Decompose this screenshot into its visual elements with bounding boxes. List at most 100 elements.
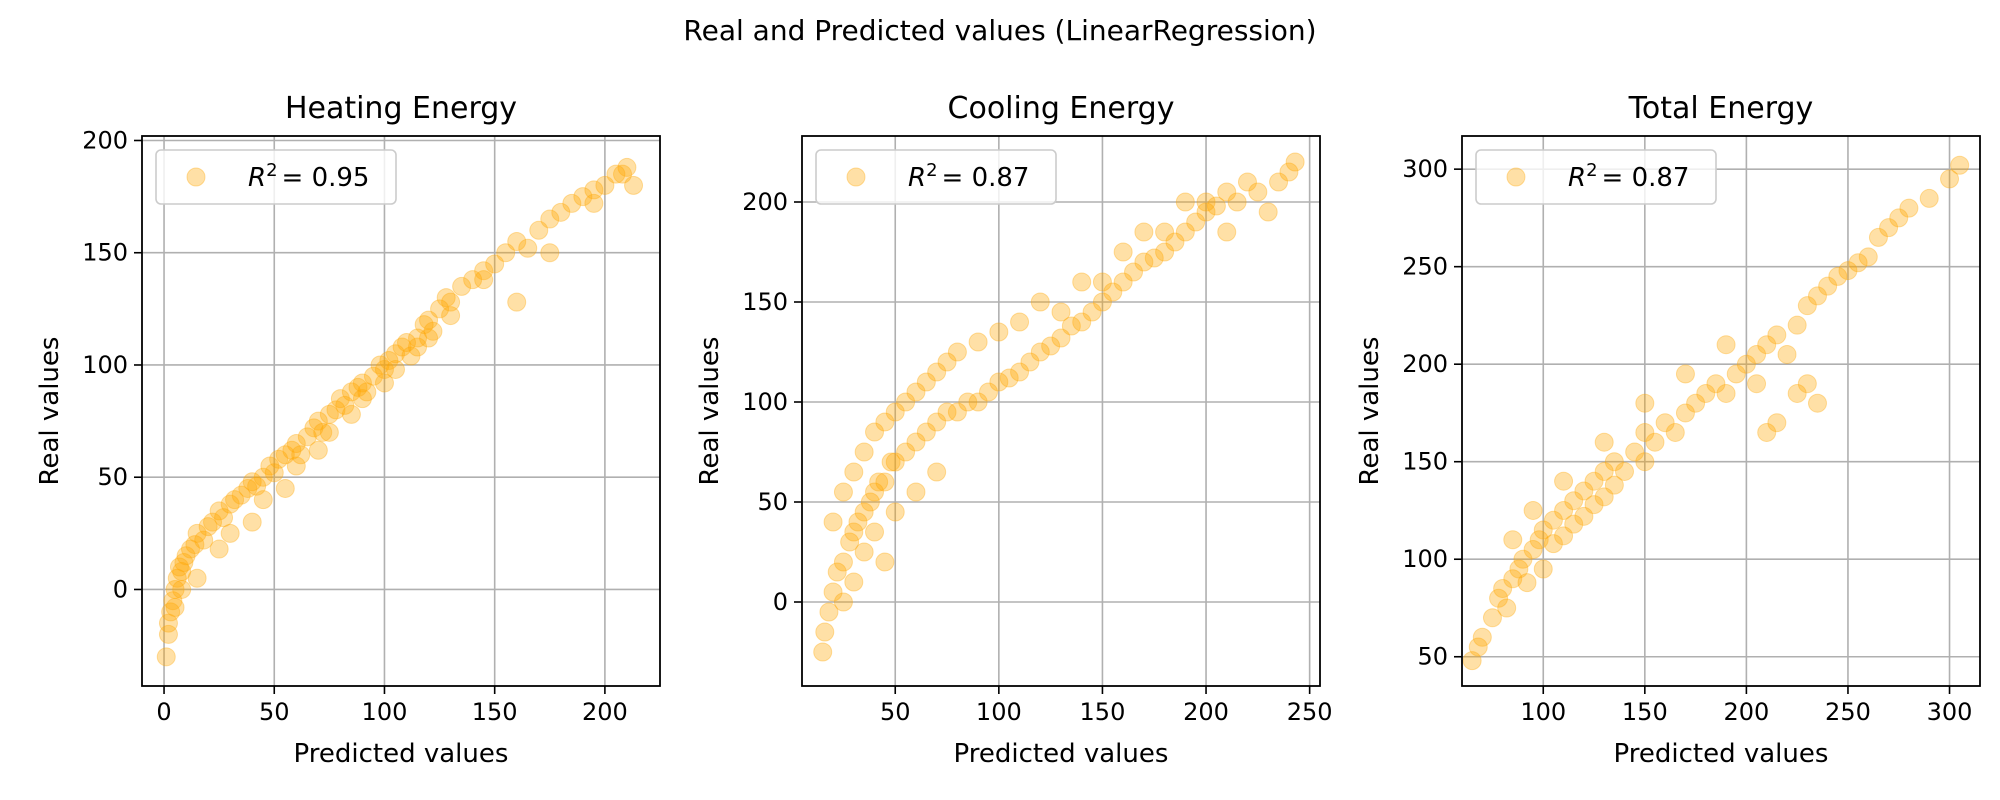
data-point [562,193,582,213]
data-point [1113,272,1133,292]
data-point [1092,272,1112,292]
data-point [1574,506,1594,526]
data-point [1574,481,1594,501]
data-point [1777,344,1797,364]
legend-label-superscript: 2 [926,160,937,181]
data-point [540,209,560,229]
data-point [896,392,916,412]
data-point [999,368,1019,388]
y-tick-label: 250 [1402,253,1448,281]
data-point [1706,374,1726,394]
data-point [1533,520,1553,540]
data-point [385,344,405,364]
data-point [844,522,864,542]
data-point [906,482,926,502]
data-point [1858,247,1878,267]
x-tick-label: 0 [156,698,171,726]
data-point [1584,495,1604,515]
data-point [1285,152,1305,172]
data-point [848,512,868,532]
data-point [231,485,251,505]
axes-frame [1461,135,1981,687]
x-tick-label: 250 [1287,698,1333,726]
data-point [1625,442,1645,462]
y-tick-label: 0 [773,588,788,616]
data-point [833,552,853,572]
data-point [167,568,187,588]
data-point [1503,569,1523,589]
data-point [1503,530,1523,550]
data-point [860,492,880,512]
data-point [282,440,302,460]
data-point [854,502,874,522]
data-point [507,232,527,252]
data-point [1269,172,1289,192]
data-point [854,442,874,462]
legend-box [155,149,397,205]
data-point [1523,539,1543,559]
data-point [529,220,549,240]
data-point [242,472,262,492]
data-point [815,622,835,642]
data-point [927,362,947,382]
data-point [436,288,456,308]
y-tick-label: 150 [742,288,788,316]
data-point [1584,471,1604,491]
x-tick-label: 200 [1723,698,1769,726]
y-tick-label: 300 [1402,155,1448,183]
legend-marker [186,167,206,187]
legend-label: R2 = 0.87 [1568,160,1689,193]
data-point [1206,196,1226,216]
data-point [220,494,240,514]
legend-marker [846,167,866,187]
data-point [1736,354,1756,374]
data-point [379,350,399,370]
data-point [1103,282,1123,302]
data-point [865,422,885,442]
data-point [474,261,494,281]
data-point [1899,198,1919,218]
data-point [220,523,240,543]
axes-frame [141,135,661,687]
data-point [1072,272,1092,292]
data-point [875,552,895,572]
data-point [1517,573,1537,593]
legend: R2 = 0.87 [1475,149,1717,205]
data-point [906,432,926,452]
data-point [203,512,223,532]
data-point [1747,344,1767,364]
data-point [1134,222,1154,242]
data-point [1543,534,1563,554]
data-point [1513,549,1533,569]
data-point [326,400,346,420]
data-point [1828,266,1848,286]
data-point [1217,182,1237,202]
data-point [441,292,461,312]
data-point [1144,248,1164,268]
data-point [584,180,604,200]
data-point [1757,335,1777,355]
data-point [1838,261,1858,281]
data-point [1767,325,1787,345]
y-tick-label: 200 [1402,350,1448,378]
data-point [551,202,571,222]
data-point [214,508,234,528]
data-point [1468,637,1488,657]
data-point [441,306,461,326]
data-point [1020,352,1040,372]
data-point [1635,393,1655,413]
data-point [947,402,967,422]
data-point [1645,432,1665,452]
data-point [180,539,200,559]
data-point [1615,461,1635,481]
x-tick-label: 200 [1183,698,1229,726]
data-point [906,382,926,402]
data-point [1564,491,1584,511]
data-point [1072,312,1092,332]
data-point [187,523,207,543]
y-tick-label: 50 [1417,643,1448,671]
data-point [253,490,273,510]
data-point [989,372,1009,392]
data-point [1757,422,1777,442]
data-point [854,542,874,562]
